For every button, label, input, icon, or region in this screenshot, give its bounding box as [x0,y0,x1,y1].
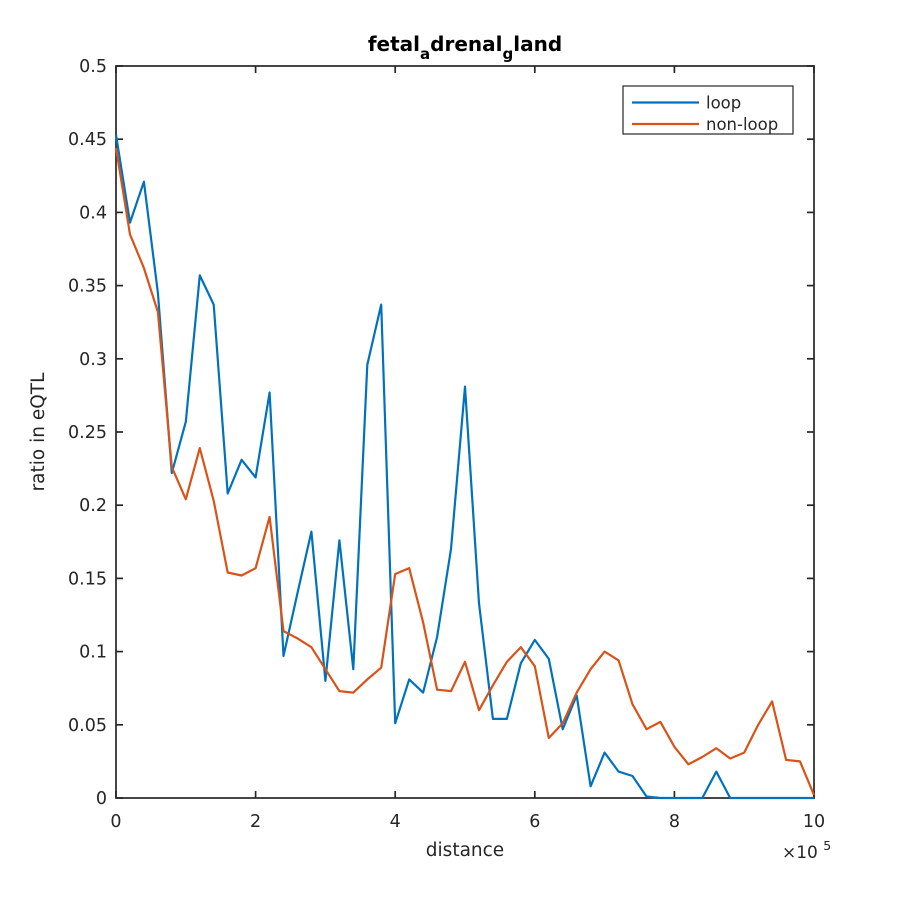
title-subscript: g [503,45,514,63]
y-tick-label: 0.25 [68,423,107,443]
legend-box [622,85,794,135]
y-tick-label: 0.4 [79,203,107,223]
y-tick-label: 0.5 [79,57,107,77]
multiplier-base: ×10 [782,843,818,863]
title-subscript: a [420,45,430,63]
y-tick-label: 0.45 [68,130,107,150]
title-segment: land [513,32,562,56]
loop-series-line [114,134,814,800]
x-axis-multiplier: ×10 5 [782,838,831,863]
y-tick-label: 0.1 [79,643,107,663]
x-axis-label: distance [426,840,504,861]
series-layer [114,134,816,800]
axes-layer: 0 2 4 6 8 10 0 0.05 0.1 0.15 0.2 0.25 0.3 0.35 0.4 0.45… [68,57,825,832]
x-tick-label: 6 [529,812,540,832]
y-tick-label: 0 [96,789,107,809]
x-tick-label: 4 [390,812,401,832]
legend: loop non-loop [622,85,794,135]
non-loop-series-line [114,147,816,796]
y-tick-label: 0.3 [79,350,107,370]
y-tick-label: 0.35 [68,277,107,297]
y-axis-label: ratio in eQTL [28,372,49,492]
x-tick-label: 2 [250,812,261,832]
y-tick-label: 0.15 [68,569,107,589]
x-tick-label: 10 [803,812,825,832]
title-segment: fetal [368,32,420,56]
y-tick-label: 0.2 [79,496,107,516]
multiplier-exponent: 5 [823,838,831,853]
x-tick-label: 8 [669,812,680,832]
legend-label-loop: loop [706,94,741,113]
legend-label-non-loop: non-loop [706,115,778,134]
y-tick-label: 0.05 [68,716,107,736]
x-tick-label: 0 [110,812,121,832]
title-segment: drenal [430,32,502,56]
plot-box [115,65,815,799]
chart-title: fetaladrenalgland [368,32,562,63]
